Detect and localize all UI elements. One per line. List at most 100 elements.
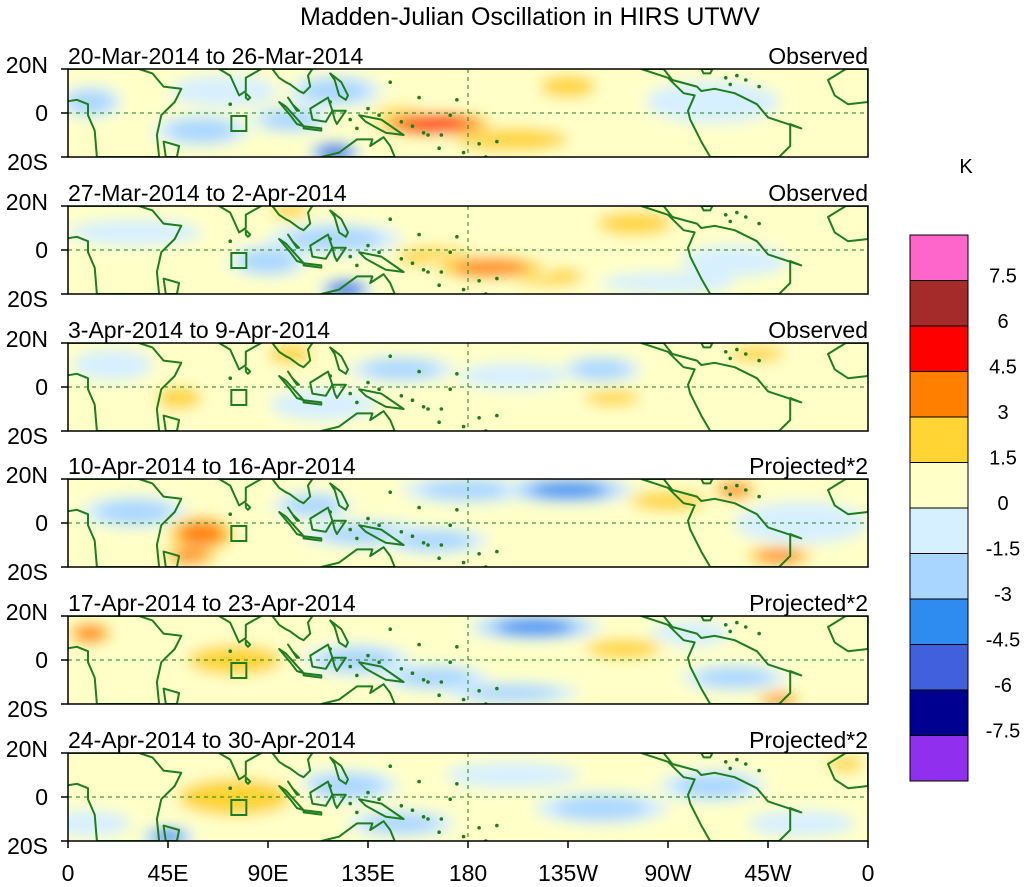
coastline bbox=[331, 246, 347, 262]
island bbox=[728, 356, 733, 361]
island bbox=[355, 126, 359, 131]
island bbox=[728, 766, 733, 771]
coastline bbox=[162, 550, 181, 567]
coastline bbox=[278, 238, 305, 265]
panel-kind: Observed bbox=[768, 180, 868, 206]
coastline bbox=[320, 683, 396, 704]
coastline bbox=[358, 661, 405, 683]
island bbox=[426, 270, 430, 274]
island bbox=[421, 815, 426, 819]
island bbox=[728, 492, 733, 497]
colorbar-swatch bbox=[909, 553, 969, 600]
colorbar-swatch bbox=[909, 735, 969, 782]
island bbox=[477, 552, 481, 556]
island bbox=[399, 394, 404, 398]
island bbox=[723, 623, 728, 627]
coastline bbox=[827, 343, 868, 380]
panel-period: 17-Apr-2014 to 23-Apr-2014 bbox=[68, 590, 356, 616]
lon-tick-label: 45W bbox=[744, 860, 792, 886]
lat-tick-label: 20S bbox=[7, 423, 48, 449]
map-panel: 24-Apr-2014 to 30-Apr-2014 Projected*2 20N… bbox=[6, 727, 869, 859]
island bbox=[399, 257, 404, 261]
coastline bbox=[329, 619, 349, 648]
island bbox=[723, 76, 728, 80]
island bbox=[366, 243, 370, 248]
coastline bbox=[700, 616, 714, 622]
coastline bbox=[302, 262, 323, 269]
coastline bbox=[700, 479, 714, 485]
island bbox=[388, 627, 393, 631]
panel-period: 27-Mar-2014 to 2-Apr-2014 bbox=[68, 180, 347, 206]
island bbox=[366, 380, 370, 385]
island bbox=[348, 391, 353, 396]
island bbox=[735, 483, 739, 488]
coastline bbox=[218, 343, 263, 371]
coastline bbox=[309, 506, 334, 533]
panel-kind: Projected*2 bbox=[749, 590, 868, 616]
island bbox=[410, 808, 415, 812]
anomaly-blob bbox=[529, 482, 607, 498]
island bbox=[448, 523, 453, 527]
colorbar-swatch bbox=[909, 371, 969, 418]
island bbox=[366, 653, 370, 658]
coastline bbox=[218, 69, 263, 97]
anomaly-blob bbox=[250, 616, 331, 638]
coastline bbox=[162, 687, 181, 704]
island bbox=[743, 762, 748, 766]
island bbox=[355, 400, 359, 405]
island bbox=[417, 95, 421, 100]
colorbar-units-label: K bbox=[959, 156, 973, 178]
anomaly-blob bbox=[472, 391, 553, 418]
anomaly-blob bbox=[554, 796, 649, 820]
lat-tick-label: 20S bbox=[7, 559, 48, 585]
anomaly-blob bbox=[396, 668, 473, 687]
anomaly-blob bbox=[570, 531, 677, 559]
lat-tick-label: 20N bbox=[6, 736, 48, 762]
anomaly-blob bbox=[156, 386, 202, 410]
coastline bbox=[329, 482, 349, 511]
colorbar-level-label: 4.5 bbox=[989, 357, 1017, 379]
coastline bbox=[358, 114, 405, 136]
coastline bbox=[278, 375, 305, 402]
island bbox=[448, 387, 453, 392]
colorbar-swatch bbox=[909, 280, 969, 327]
island bbox=[461, 150, 466, 155]
coastline bbox=[218, 206, 263, 234]
anomaly-blob bbox=[68, 90, 113, 114]
anomaly-blob bbox=[783, 223, 864, 255]
coastline bbox=[700, 343, 714, 349]
island bbox=[399, 804, 404, 808]
island bbox=[388, 354, 393, 359]
island bbox=[377, 387, 381, 392]
lat-tick-label: 20S bbox=[7, 286, 48, 312]
coastline bbox=[700, 69, 714, 75]
coastline bbox=[287, 370, 301, 386]
island bbox=[743, 488, 748, 492]
island bbox=[328, 237, 333, 241]
panel-kind: Projected*2 bbox=[749, 453, 868, 479]
anomaly-blob bbox=[681, 245, 789, 277]
island bbox=[328, 510, 333, 514]
reference-box bbox=[230, 252, 248, 269]
reference-box bbox=[230, 662, 248, 679]
island bbox=[377, 250, 381, 254]
coastline bbox=[287, 233, 301, 249]
coastline bbox=[640, 69, 803, 157]
coastline bbox=[302, 672, 323, 679]
anomaly-blob bbox=[728, 346, 786, 362]
colorbar-level-label: -6 bbox=[994, 675, 1012, 697]
reference-box bbox=[230, 389, 248, 406]
island bbox=[477, 689, 481, 693]
lat-tick-label: 20N bbox=[6, 462, 48, 488]
anomaly-blob bbox=[267, 344, 313, 364]
lon-tick-label: 0 bbox=[62, 860, 75, 886]
coastline bbox=[358, 798, 405, 820]
island bbox=[495, 276, 499, 281]
anomaly-blob bbox=[396, 531, 473, 550]
lon-tick-label: 0 bbox=[862, 860, 875, 886]
coastline bbox=[331, 519, 347, 535]
island bbox=[437, 693, 441, 697]
anomaly-blob bbox=[261, 110, 319, 129]
anomaly-blob bbox=[696, 668, 773, 687]
anomaly-blob bbox=[573, 360, 630, 379]
